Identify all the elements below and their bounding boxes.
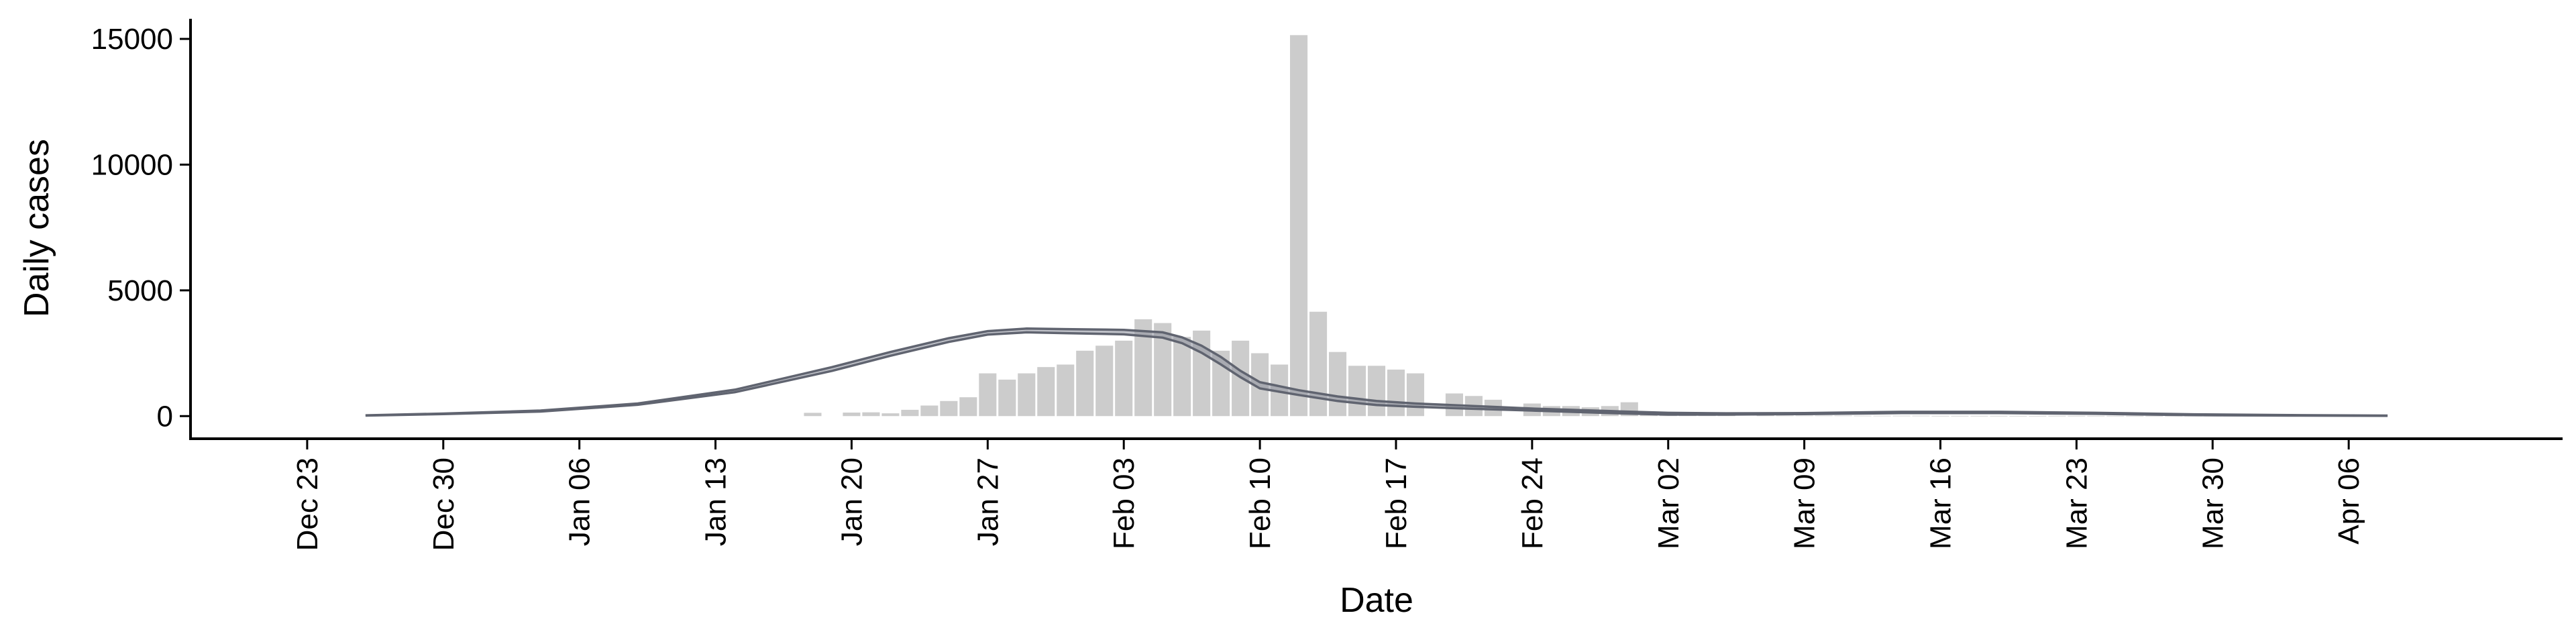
daily-case-bar: [979, 373, 997, 417]
daily-case-bar: [2068, 415, 2086, 417]
daily-case-bar: [2087, 415, 2105, 417]
daily-case-bar: [1951, 415, 1969, 417]
x-tick-label: Mar 02: [1652, 458, 1685, 549]
x-ticks-layer: Dec 23 Dec 30 Jan 06 Jan 13 Jan 20 Jan 27 Feb …: [291, 439, 2365, 551]
x-tick-label: Mar 09: [1788, 458, 1821, 549]
y-tick-label: 15000: [91, 23, 173, 56]
daily-case-bar: [1834, 415, 1852, 417]
x-tick-label: Jan 13: [700, 458, 733, 546]
daily-case-bar: [2106, 415, 2125, 417]
daily-case-bar: [1309, 311, 1328, 417]
daily-case-bar: [1970, 415, 1988, 417]
daily-case-bar: [920, 405, 938, 417]
daily-case-bar: [1795, 415, 1813, 417]
x-tick-label: Feb 24: [1516, 458, 1549, 549]
daily-case-bar: [2145, 415, 2163, 417]
y-axis-title: Daily cases: [17, 139, 56, 317]
daily-case-bar: [1095, 345, 1114, 417]
x-tick-label: Mar 23: [2060, 458, 2093, 549]
daily-case-bar: [1115, 340, 1133, 417]
x-tick-label: Jan 27: [971, 458, 1004, 546]
x-tick-label: Dec 30: [427, 458, 460, 551]
daily-case-bar: [1328, 352, 1347, 417]
daily-case-bar: [959, 397, 977, 417]
daily-case-bar: [1873, 415, 1891, 417]
y-ticks-layer: 0 5000 10000 15000: [91, 23, 191, 433]
daily-case-bar: [2126, 415, 2144, 417]
daily-case-bar: [1892, 415, 1911, 417]
daily-case-bar: [940, 400, 958, 417]
x-tick-label: Mar 30: [2196, 458, 2229, 549]
daily-case-bar: [862, 412, 880, 417]
daily-case-bar: [1290, 35, 1308, 417]
daily-case-bar: [1990, 415, 2008, 417]
daily-case-bar: [1931, 415, 1949, 417]
daily-case-bar: [1756, 415, 1774, 417]
x-tick-label: Apr 06: [2332, 458, 2365, 545]
daily-case-bar: [1367, 366, 1386, 417]
x-tick-label: Jan 06: [564, 458, 596, 546]
daily-case-bar: [901, 409, 919, 417]
daily-case-bar: [1854, 415, 1872, 417]
daily-case-bar: [804, 413, 822, 417]
x-tick-label: Mar 16: [1925, 458, 1957, 549]
daily-case-bar: [2165, 415, 2183, 417]
y-tick-label: 10000: [91, 148, 173, 181]
x-tick-label: Dec 23: [291, 458, 324, 551]
daily-case-bar: [998, 379, 1016, 417]
bars-layer: [804, 35, 2377, 417]
x-tick-label: Feb 17: [1380, 458, 1413, 549]
daily-case-bar: [2009, 415, 2027, 417]
daily-case-bar: [1018, 373, 1036, 417]
y-tick-label: 5000: [107, 274, 173, 307]
daily-case-bar: [1912, 415, 1930, 417]
daily-case-bar: [1076, 350, 1094, 417]
daily-case-bar: [1387, 369, 1405, 417]
x-axis-title: Date: [1340, 581, 1413, 620]
daily-case-bar: [1173, 337, 1191, 417]
daily-case-bar: [2029, 415, 2047, 417]
x-tick-label: Jan 20: [835, 458, 868, 546]
y-tick-label: 0: [157, 400, 173, 433]
daily-case-bar: [1057, 364, 1075, 417]
fit-lower-line: [365, 331, 2388, 417]
fit-layer: [365, 327, 2388, 417]
axes-layer: [189, 19, 2563, 440]
daily-case-bar: [2048, 415, 2066, 417]
x-tick-label: Feb 03: [1108, 458, 1140, 549]
x-tick-label: Feb 10: [1244, 458, 1277, 549]
daily-case-bar: [1406, 373, 1425, 417]
daily-case-bar: [843, 413, 861, 417]
daily-case-bar: [1348, 366, 1366, 417]
daily-case-bar: [881, 413, 900, 417]
daily-case-bar: [1776, 415, 1794, 417]
daily-case-bar: [1815, 415, 1833, 417]
daily-case-bar: [1037, 367, 1055, 417]
